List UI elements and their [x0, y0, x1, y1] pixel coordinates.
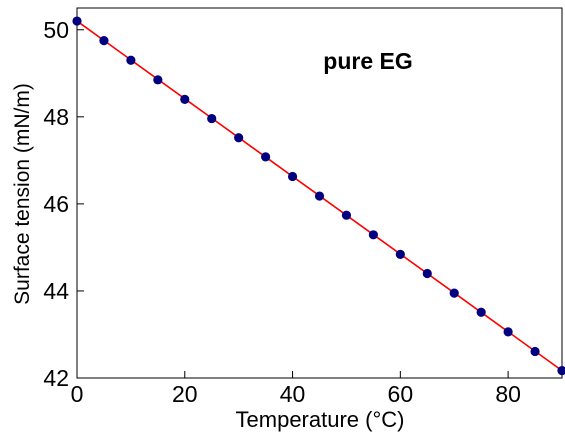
data-point	[449, 288, 459, 298]
y-tick-label: 50	[43, 17, 69, 43]
x-tick-label: 60	[388, 381, 414, 407]
x-tick-label: 0	[71, 381, 84, 407]
data-point	[368, 230, 378, 240]
data-point	[72, 16, 82, 26]
data-point	[153, 75, 163, 85]
x-axis-label: Temperature (°C)	[236, 407, 405, 432]
data-point	[234, 133, 244, 143]
data-point	[530, 346, 540, 357]
data-point	[422, 268, 432, 279]
annotation-label: pure EG	[323, 48, 412, 74]
data-point	[476, 307, 486, 317]
data-point	[395, 249, 405, 259]
y-tick-label: 48	[43, 104, 69, 130]
data-points-layer	[72, 16, 565, 376]
y-tick-label: 46	[43, 191, 69, 217]
data-point	[503, 327, 513, 337]
y-tick-label: 44	[43, 278, 69, 304]
plot-frame	[76, 7, 563, 379]
data-point	[287, 171, 298, 182]
data-point	[180, 94, 190, 105]
data-point	[207, 113, 217, 124]
x-tick-label: 80	[495, 381, 521, 407]
data-point	[261, 152, 271, 162]
y-axis-label: Surface tension (mN/m)	[11, 83, 34, 305]
y-tick-label: 42	[43, 365, 69, 391]
x-tick-label: 20	[172, 381, 198, 407]
data-point	[557, 366, 565, 376]
data-point	[99, 36, 109, 46]
data-point	[314, 191, 325, 201]
axis-ticks: 0 20 40 60 80 42 44 46 48 50	[43, 17, 521, 407]
x-tick-label: 40	[280, 381, 306, 407]
data-point	[126, 55, 136, 65]
data-point	[341, 210, 352, 220]
